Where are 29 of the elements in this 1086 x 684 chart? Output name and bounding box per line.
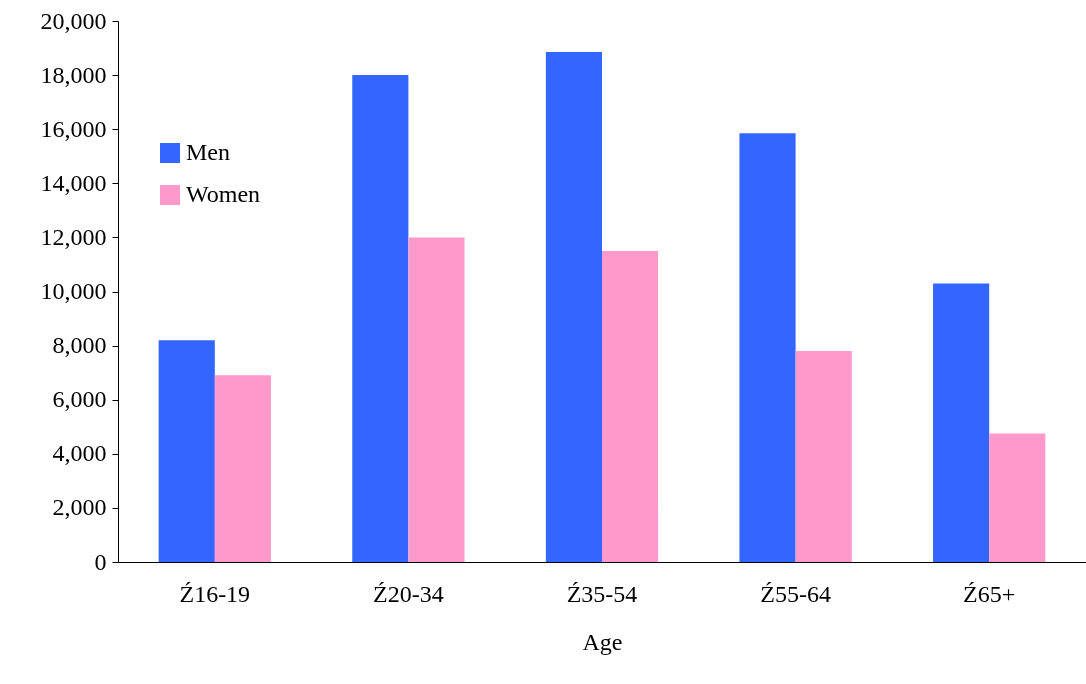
y-tick-label: 10,000: [40, 278, 107, 304]
y-tick-label: 0: [94, 548, 107, 575]
bar: [158, 340, 215, 562]
bar: [933, 283, 990, 562]
bar: [602, 250, 659, 562]
y-tick-label: 14,000: [40, 169, 107, 196]
bar: [408, 237, 465, 562]
bar: [545, 52, 602, 562]
bar: [795, 351, 852, 562]
bar: [214, 375, 271, 562]
x-tick-label: Ź55-64: [760, 580, 831, 607]
x-tick-label: Ź20-34: [373, 580, 444, 607]
y-tick-label: 8,000: [52, 332, 107, 359]
y-tick-label: 6,000: [52, 386, 107, 413]
bar: [989, 433, 1046, 562]
x-tick-label: Ź35-54: [566, 580, 638, 607]
y-tick-label: 18,000: [40, 61, 107, 88]
y-tick-label: 4,000: [52, 440, 107, 467]
x-tick-label: Ź65+: [963, 580, 1016, 607]
y-tick-label: 20,000: [40, 7, 107, 34]
bar: [739, 133, 796, 562]
x-axis-title: Age: [582, 628, 623, 655]
bar: [352, 75, 409, 562]
y-tick-label: 2,000: [52, 494, 107, 521]
y-tick-label: 12,000: [40, 223, 107, 250]
y-tick-label: 16,000: [40, 115, 107, 142]
legend-label: Men: [186, 139, 230, 165]
x-tick-label: Ź16-19: [179, 580, 251, 607]
legend-label: Women: [186, 181, 261, 207]
